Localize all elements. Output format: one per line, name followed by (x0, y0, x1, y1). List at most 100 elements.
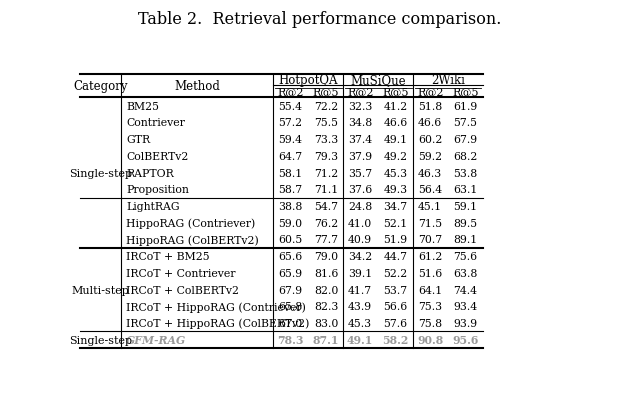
Text: 95.6: 95.6 (452, 334, 479, 345)
Text: 41.0: 41.0 (348, 218, 372, 228)
Text: 37.6: 37.6 (348, 185, 372, 195)
Text: Contriever: Contriever (126, 118, 185, 128)
Text: 46.6: 46.6 (418, 118, 442, 128)
Text: 53.8: 53.8 (453, 168, 477, 178)
Text: 51.6: 51.6 (418, 268, 442, 278)
Text: 65.6: 65.6 (278, 251, 303, 261)
Text: 44.7: 44.7 (383, 251, 408, 261)
Text: 59.2: 59.2 (418, 152, 442, 162)
Text: 58.7: 58.7 (278, 185, 302, 195)
Text: 60.2: 60.2 (418, 135, 442, 145)
Text: HippoRAG (Contriever): HippoRAG (Contriever) (126, 218, 255, 229)
Text: 82.3: 82.3 (314, 302, 338, 312)
Text: R@5: R@5 (452, 87, 479, 97)
Text: 34.7: 34.7 (383, 202, 408, 211)
Text: 75.5: 75.5 (314, 118, 338, 128)
Text: 57.5: 57.5 (453, 118, 477, 128)
Text: 79.0: 79.0 (314, 251, 338, 261)
Text: Single-step: Single-step (69, 335, 132, 345)
Text: 93.4: 93.4 (453, 302, 477, 312)
Text: 64.7: 64.7 (278, 152, 302, 162)
Text: 82.0: 82.0 (314, 285, 338, 295)
Text: 24.8: 24.8 (348, 202, 372, 211)
Text: 57.6: 57.6 (383, 318, 408, 328)
Text: 59.4: 59.4 (278, 135, 302, 145)
Text: 65.9: 65.9 (278, 268, 302, 278)
Text: R@5: R@5 (382, 87, 409, 97)
Text: 89.5: 89.5 (453, 218, 477, 228)
Text: 40.9: 40.9 (348, 235, 372, 245)
Text: 41.2: 41.2 (383, 101, 408, 111)
Text: 51.8: 51.8 (418, 101, 442, 111)
Text: Single-step: Single-step (69, 168, 132, 178)
Text: R@2: R@2 (417, 87, 444, 97)
Text: 35.7: 35.7 (348, 168, 372, 178)
Text: 59.0: 59.0 (278, 218, 302, 228)
Text: 45.3: 45.3 (383, 168, 408, 178)
Text: IRCoT + HippoRAG (ColBERTv2): IRCoT + HippoRAG (ColBERTv2) (126, 318, 310, 328)
Text: 57.2: 57.2 (278, 118, 302, 128)
Text: 56.4: 56.4 (418, 185, 442, 195)
Text: 90.8: 90.8 (417, 334, 444, 345)
Text: IRCoT + ColBERTv2: IRCoT + ColBERTv2 (126, 285, 239, 295)
Text: R@2: R@2 (277, 87, 303, 97)
Text: 64.1: 64.1 (418, 285, 442, 295)
Text: RAPTOR: RAPTOR (126, 168, 174, 178)
Text: 51.9: 51.9 (383, 235, 408, 245)
Text: 68.2: 68.2 (453, 152, 477, 162)
Text: 78.3: 78.3 (277, 334, 303, 345)
Text: 63.8: 63.8 (453, 268, 477, 278)
Text: 49.3: 49.3 (383, 185, 408, 195)
Text: ColBERTv2: ColBERTv2 (126, 152, 189, 162)
Text: GTR: GTR (126, 135, 150, 145)
Text: Method: Method (174, 80, 220, 93)
Text: 45.3: 45.3 (348, 318, 372, 328)
Text: 93.9: 93.9 (453, 318, 477, 328)
Text: MuSiQue: MuSiQue (351, 74, 406, 87)
Text: Proposition: Proposition (126, 185, 189, 195)
Text: 53.7: 53.7 (383, 285, 408, 295)
Text: 71.5: 71.5 (418, 218, 442, 228)
Text: 60.5: 60.5 (278, 235, 303, 245)
Text: 74.4: 74.4 (453, 285, 477, 295)
Text: 73.3: 73.3 (314, 135, 338, 145)
Text: 46.6: 46.6 (383, 118, 408, 128)
Text: 76.2: 76.2 (314, 218, 338, 228)
Text: 75.3: 75.3 (418, 302, 442, 312)
Text: 61.2: 61.2 (418, 251, 442, 261)
Text: 41.7: 41.7 (348, 285, 372, 295)
Text: 37.4: 37.4 (348, 135, 372, 145)
Text: R@2: R@2 (347, 87, 374, 97)
Text: 75.8: 75.8 (418, 318, 442, 328)
Text: HippoRAG (ColBERTv2): HippoRAG (ColBERTv2) (126, 235, 259, 245)
Text: IRCoT + Contriever: IRCoT + Contriever (126, 268, 236, 278)
Text: 63.1: 63.1 (453, 185, 477, 195)
Text: R@5: R@5 (313, 87, 339, 97)
Text: 72.2: 72.2 (314, 101, 338, 111)
Text: 56.6: 56.6 (383, 302, 408, 312)
Text: IRCoT + HippoRAG (Contriever): IRCoT + HippoRAG (Contriever) (126, 301, 306, 312)
Text: 55.4: 55.4 (278, 101, 302, 111)
Text: 65.8: 65.8 (278, 302, 303, 312)
Text: Table 2.  Retrieval performance comparison.: Table 2. Retrieval performance compariso… (138, 11, 502, 28)
Text: IRCoT + BM25: IRCoT + BM25 (126, 251, 210, 261)
Text: 67.9: 67.9 (278, 285, 302, 295)
Text: 46.3: 46.3 (418, 168, 442, 178)
Text: BM25: BM25 (126, 101, 159, 111)
Text: 77.7: 77.7 (314, 235, 338, 245)
Text: 58.1: 58.1 (278, 168, 303, 178)
Text: 83.0: 83.0 (314, 318, 338, 328)
Text: GFM-RAG: GFM-RAG (126, 334, 186, 345)
Text: 2Wiki: 2Wiki (431, 74, 465, 87)
Text: 34.2: 34.2 (348, 251, 372, 261)
Text: 89.1: 89.1 (453, 235, 477, 245)
Text: 75.6: 75.6 (453, 251, 477, 261)
Text: 52.1: 52.1 (383, 218, 408, 228)
Text: 49.2: 49.2 (383, 152, 408, 162)
Text: 67.9: 67.9 (453, 135, 477, 145)
Text: 38.8: 38.8 (278, 202, 303, 211)
Text: HotpotQA: HotpotQA (278, 74, 338, 87)
Text: 70.7: 70.7 (418, 235, 442, 245)
Text: 79.3: 79.3 (314, 152, 338, 162)
Text: 61.9: 61.9 (453, 101, 477, 111)
